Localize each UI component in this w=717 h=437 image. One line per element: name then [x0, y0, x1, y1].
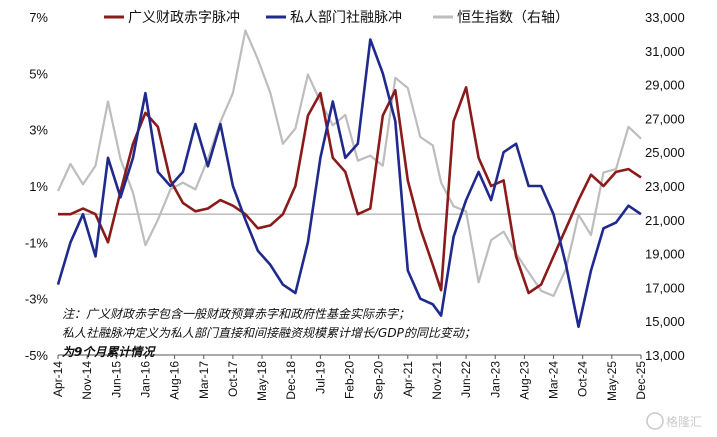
- legend-label-fiscal: 广义财政赤字脉冲: [128, 10, 240, 26]
- x-axis-tick-label: Aug-23: [517, 361, 531, 400]
- right-axis-tick-label: 13,000: [645, 348, 685, 363]
- note-line-3: 为9个月累计情况: [62, 345, 156, 359]
- right-axis-tick-label: 23,000: [645, 179, 685, 194]
- x-axis-tick-label: May-18: [255, 361, 269, 401]
- series-layer: [56, 29, 642, 329]
- x-axis-tick-label: Sep-20: [372, 361, 386, 400]
- series-line-hsi: [57, 29, 642, 297]
- x-axis-tick-label: Oct-24: [576, 361, 590, 397]
- series-line-private: [56, 38, 642, 329]
- right-axis-tick-label: 15,000: [645, 314, 685, 329]
- watermark-logo: 格隆汇: [646, 412, 702, 430]
- chart-notes: 注：广义财政赤字包含一般财政预算赤字和政府性基金实际赤字； 私人社融脉冲定义为私…: [62, 307, 476, 359]
- legend-label-hsi: 恒生指数（右轴）: [457, 10, 569, 26]
- left-axis-tick-label: 7%: [29, 10, 48, 25]
- x-axis-tick-label: Dec-25: [634, 361, 648, 400]
- left-axis-tick-label: 3%: [29, 123, 48, 138]
- legend: 广义财政赤字脉冲 私人部门社融脉冲 恒生指数（右轴）: [104, 10, 569, 26]
- left-axis-tick-label: 1%: [29, 179, 48, 194]
- x-axis-tick-label: Nov-21: [430, 361, 444, 400]
- right-axis-tick-label: 19,000: [645, 247, 685, 262]
- watermark-text: 格隆汇: [666, 414, 702, 429]
- x-axis-tick-label: Feb-20: [343, 361, 357, 399]
- x-axis-tick-label: Jun-15: [109, 361, 123, 398]
- x-axis-tick-label: Mar-17: [197, 361, 211, 399]
- x-axis-tick-labels: Apr-14 Nov-14 Jun-15 Jan-16 Aug-16 Mar-17 Oct-…: [51, 361, 648, 401]
- right-axis-tick-label: 33,000: [645, 10, 685, 25]
- x-axis-tick-label: Jan-23: [488, 361, 502, 398]
- left-axis-tick-label: -1%: [25, 235, 49, 250]
- x-axis-tick-label: Nov-14: [80, 361, 94, 400]
- note-line-1: 注：广义财政赤字包含一般财政预算赤字和政府性基金实际赤字；: [62, 307, 410, 321]
- right-axis-tick-label: 27,000: [645, 111, 685, 126]
- x-axis-tick-label: Dec-18: [284, 361, 298, 400]
- left-axis-tick-label: -5%: [25, 348, 49, 363]
- x-axis-tick-label: Aug-16: [168, 361, 182, 400]
- right-axis-tick-label: 17,000: [645, 280, 685, 295]
- right-axis-tick-label: 31,000: [645, 44, 685, 59]
- left-axis-tick-labels: -5% -3% -1% 1% 3% 5% 7%: [25, 10, 49, 363]
- right-axis-tick-labels: 13,000 15,000 17,000 19,000 21,000 23,000 25,0…: [645, 10, 685, 363]
- x-axis-tick-label: Jul-19: [313, 361, 327, 394]
- x-axis-tick-label: Jun-22: [459, 361, 473, 398]
- x-axis-tick-label: May-25: [605, 361, 619, 401]
- left-axis-tick-label: 5%: [29, 66, 48, 81]
- left-axis-tick-label: -3%: [25, 292, 49, 307]
- x-axis-tick-label: Apr-14: [51, 361, 65, 397]
- x-axis-tick-label: Apr-21: [401, 361, 415, 397]
- series-line-fiscal: [58, 86, 642, 295]
- x-axis-tick-marks: [57, 355, 642, 359]
- x-axis-tick-label: Jan-16: [138, 361, 152, 398]
- right-axis-tick-label: 25,000: [645, 145, 685, 160]
- x-axis-tick-label: Oct-17: [226, 361, 240, 397]
- x-axis-tick-label: Mar-24: [547, 361, 561, 399]
- note-line-2: 私人社融脉冲定义为私人部门直接和间接融资规模累计增长/GDP的同比变动；: [62, 326, 476, 340]
- legend-label-private: 私人部门社融脉冲: [290, 10, 402, 26]
- right-axis-tick-label: 21,000: [645, 213, 685, 228]
- right-axis-tick-label: 29,000: [645, 78, 685, 93]
